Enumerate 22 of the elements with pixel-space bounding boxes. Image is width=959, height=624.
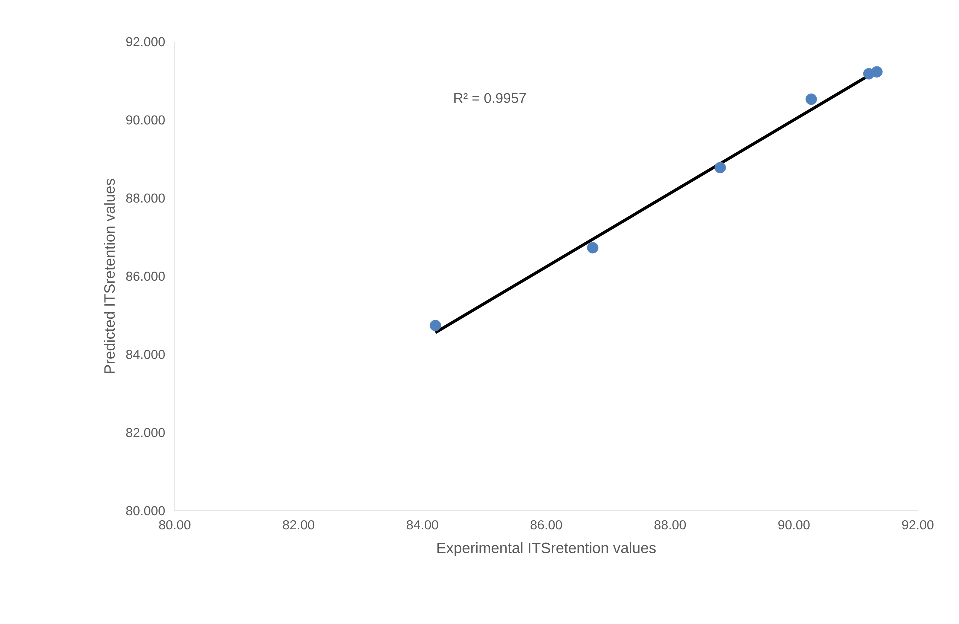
y-tick-label: 82.000 xyxy=(126,428,165,438)
point xyxy=(587,242,599,254)
annotation: R² = 0.9957 xyxy=(454,93,526,104)
point xyxy=(871,66,883,78)
x-tick-label: 92.00 xyxy=(902,520,934,530)
x-tick-label: 84.00 xyxy=(407,520,438,530)
y-axis-title: Predicted ITSretention values xyxy=(104,179,116,374)
y-tick-label: 84.000 xyxy=(126,350,165,360)
y-tick-label: 80.000 xyxy=(126,506,165,516)
y-tick-label: 88.000 xyxy=(126,194,165,203)
x-tick-label: 86.00 xyxy=(530,520,562,530)
point xyxy=(806,94,818,106)
x-tick-label: 80.00 xyxy=(159,520,191,530)
point xyxy=(714,162,726,174)
x-tick-label: 88.00 xyxy=(654,520,686,530)
y-tick-label: 86.000 xyxy=(126,272,165,282)
x-tick-label: 82.00 xyxy=(283,520,315,530)
y-tick-label: 90.000 xyxy=(126,116,165,125)
point xyxy=(430,320,442,332)
x-tick-label: 90.00 xyxy=(778,520,810,530)
x-axis-title: Experimental ITSretention values xyxy=(438,542,656,556)
y-tick-label: 92.000 xyxy=(126,37,165,47)
